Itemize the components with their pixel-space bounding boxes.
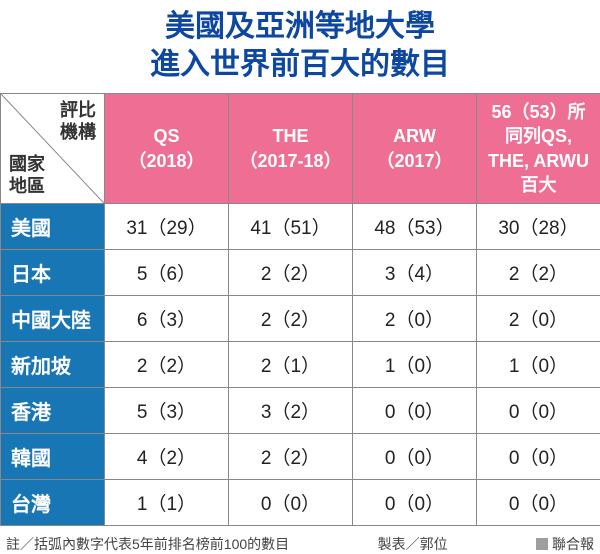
table-row: 新加坡2（2）2（1）1（0）1（0） (1, 342, 600, 388)
cell-1-0: 5（6） (105, 250, 229, 296)
ranking-table: 評比機構 國家地區 QS（2018）THE（2017-18）ARW（2017）5… (0, 93, 600, 526)
column-header-3: 56（53）所同列QS,THE, ARWU百大 (477, 94, 600, 204)
table-row: 香港5（3）3（2）0（0）0（0） (1, 388, 600, 434)
column-header-1: THE（2017-18） (229, 94, 353, 204)
row-header-4: 香港 (1, 388, 105, 434)
cell-1-3: 2（2） (477, 250, 600, 296)
source-wrap: 聯合報 (536, 534, 594, 554)
row-header-0: 美國 (1, 204, 105, 250)
diag-bottom-label: 國家地區 (9, 154, 45, 197)
diag-top-label: 評比機構 (60, 100, 96, 143)
cell-3-0: 2（2） (105, 342, 229, 388)
row-header-6: 台灣 (1, 480, 105, 526)
row-header-2: 中國大陸 (1, 296, 105, 342)
cell-2-0: 6（3） (105, 296, 229, 342)
column-header-0: QS（2018） (105, 94, 229, 204)
cell-3-2: 1（0） (353, 342, 477, 388)
square-icon (536, 538, 548, 550)
maker: 製表／郭位 (378, 534, 448, 554)
row-header-1: 日本 (1, 250, 105, 296)
cell-0-2: 48（53） (353, 204, 477, 250)
cell-0-3: 30（28） (477, 204, 600, 250)
title-line2: 進入世界前百大的數目 (0, 46, 600, 84)
chart-title: 美國及亞洲等地大學 進入世界前百大的數目 (0, 0, 600, 93)
row-header-3: 新加坡 (1, 342, 105, 388)
title-line1: 美國及亞洲等地大學 (0, 8, 600, 46)
table-row: 台灣1（1）0（0）0（0）0（0） (1, 480, 600, 526)
footer: 註／括弧內數字代表5年前排名榜前100的數目 製表／郭位 聯合報 (0, 526, 600, 554)
cell-6-2: 0（0） (353, 480, 477, 526)
cell-2-2: 2（0） (353, 296, 477, 342)
cell-2-1: 2（2） (229, 296, 353, 342)
cell-6-0: 1（1） (105, 480, 229, 526)
cell-6-3: 0（0） (477, 480, 600, 526)
source: 聯合報 (552, 534, 594, 554)
cell-4-1: 3（2） (229, 388, 353, 434)
cell-5-1: 2（2） (229, 434, 353, 480)
cell-1-2: 3（4） (353, 250, 477, 296)
cell-4-0: 5（3） (105, 388, 229, 434)
cell-5-2: 0（0） (353, 434, 477, 480)
cell-4-2: 0（0） (353, 388, 477, 434)
cell-2-3: 2（0） (477, 296, 600, 342)
cell-5-3: 0（0） (477, 434, 600, 480)
table-row: 韓國4（2）2（2）0（0）0（0） (1, 434, 600, 480)
cell-5-0: 4（2） (105, 434, 229, 480)
cell-3-1: 2（1） (229, 342, 353, 388)
cell-6-1: 0（0） (229, 480, 353, 526)
table-row: 日本5（6）2（2）3（4）2（2） (1, 250, 600, 296)
cell-4-3: 0（0） (477, 388, 600, 434)
diagonal-header: 評比機構 國家地區 (1, 94, 105, 204)
footnote: 註／括弧內數字代表5年前排名榜前100的數目 (6, 534, 289, 554)
row-header-5: 韓國 (1, 434, 105, 480)
cell-3-3: 1（0） (477, 342, 600, 388)
table-row: 美國31（29）41（51）48（53）30（28） (1, 204, 600, 250)
cell-0-1: 41（51） (229, 204, 353, 250)
column-header-2: ARW（2017） (353, 94, 477, 204)
cell-0-0: 31（29） (105, 204, 229, 250)
cell-1-1: 2（2） (229, 250, 353, 296)
table-row: 中國大陸6（3）2（2）2（0）2（0） (1, 296, 600, 342)
